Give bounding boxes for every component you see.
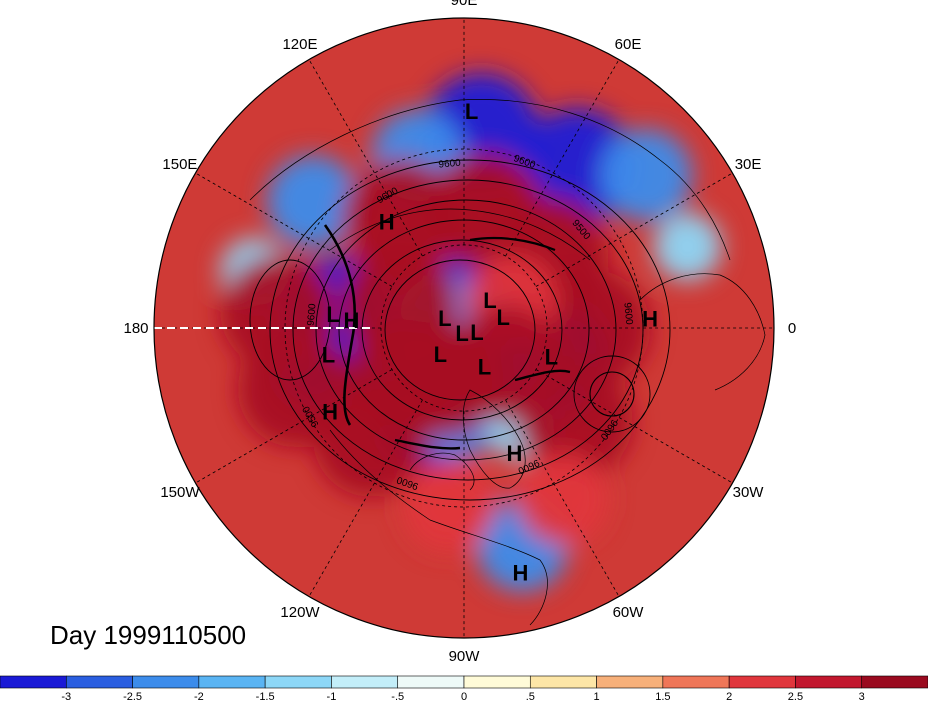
day-label: Day 1999110500	[50, 620, 247, 650]
colorbar-swatch	[0, 675, 67, 689]
low-pressure-marker: L	[438, 306, 451, 331]
colorbar-tick-label: -2	[194, 691, 204, 702]
meridian-line	[195, 172, 393, 287]
low-contour-atlantic-inner	[589, 371, 635, 417]
longitude-label: 150W	[160, 484, 200, 501]
longitude-label: 30W	[733, 484, 765, 501]
colorbar-tick-label: 0	[461, 691, 467, 702]
jet-contour-north	[469, 236, 556, 252]
longitude-label: 150E	[162, 156, 197, 173]
greenland-outline	[462, 389, 526, 489]
colorbar-tick-label: .5	[526, 691, 535, 702]
colorbar-swatch	[728, 675, 796, 689]
colorbar-tick-label: -.5	[391, 691, 404, 702]
colorbar-swatch	[132, 675, 200, 689]
siberia-outline	[329, 208, 591, 261]
jet-contour-east	[514, 369, 571, 382]
longitude-label: 90W	[449, 648, 481, 665]
map-boundary	[153, 17, 775, 639]
low-pressure-marker: L	[545, 344, 558, 369]
low-pressure-marker: L	[497, 305, 510, 330]
contour-3	[315, 199, 617, 461]
colorbar-swatch	[65, 675, 133, 689]
high-pressure-marker: H	[642, 306, 658, 331]
colorbar-swatch	[795, 675, 863, 689]
longitude-label: 90E	[451, 0, 478, 9]
longitude-label: 30E	[735, 156, 762, 173]
contour-label: 9600	[438, 158, 462, 171]
low-pressure-marker: L	[465, 99, 478, 124]
colorbar-swatch	[861, 675, 928, 689]
colorbar-swatch	[198, 675, 266, 689]
colorbar-tick-label: 3	[859, 691, 865, 702]
colorbar-tick-label: -2.5	[123, 691, 142, 702]
colorbar-tick-label: -1	[327, 691, 337, 702]
low-pressure-marker: L	[455, 321, 468, 346]
longitude-label: 60W	[613, 604, 645, 621]
colorbar-swatch	[662, 675, 730, 689]
longitude-label: 180	[123, 320, 148, 337]
high-pressure-marker: H	[513, 561, 529, 586]
colorbar-tick-label: 1.5	[655, 691, 670, 702]
high-pressure-marker: H	[379, 210, 395, 235]
asia-outline	[249, 99, 731, 261]
high-pressure-marker: H	[322, 400, 338, 425]
anomaly-region-pos	[341, 158, 458, 275]
colorbar-tick-label: -1.5	[256, 691, 275, 702]
longitude-labels: 90E 60E 120E 30E 150E 0 180 30W 150W 60W 120W 90W	[123, 0, 796, 665]
anomaly-region-pos	[341, 246, 458, 363]
contour-6	[384, 259, 536, 401]
anomaly-region-neg	[653, 212, 722, 281]
low-contour-atlantic	[573, 355, 651, 433]
meridian-line	[308, 59, 423, 257]
colorbar-swatch	[397, 675, 465, 689]
meridian-line	[308, 399, 423, 597]
colorbar-swatch	[463, 675, 531, 689]
low-pressure-marker: L	[322, 342, 335, 367]
anomaly-region-neg	[266, 155, 359, 248]
europe-outline	[639, 273, 766, 391]
meridian-line	[505, 59, 620, 257]
colorbar-tick-label: 1	[594, 691, 600, 702]
latitude-circle	[284, 148, 644, 508]
colorbar-swatch	[264, 675, 332, 689]
anomaly-region-neg	[600, 129, 693, 222]
low-pressure-marker: L	[478, 354, 491, 379]
geopotential-contours	[249, 159, 671, 501]
meridian-line	[505, 399, 620, 597]
longitude-label: 0	[788, 320, 796, 337]
colorbar-swatch	[331, 675, 399, 689]
low-pressure-marker: L	[470, 320, 483, 345]
colorbar-tick-label: 2.5	[788, 691, 803, 702]
meridian-line	[535, 172, 733, 287]
low-pressure-marker: L	[326, 302, 339, 327]
colorbar-tick-label: 2	[726, 691, 732, 702]
low-pressure-marker: L	[483, 288, 496, 313]
colorbar-swatch	[596, 675, 664, 689]
low-contour-pacific	[249, 259, 331, 381]
meridian-line	[195, 369, 393, 484]
high-pressure-marker: H	[507, 441, 523, 466]
contour-5	[361, 239, 563, 421]
longitude-label: 60E	[615, 36, 642, 53]
jet-contour-west	[323, 224, 356, 426]
anomaly-region-pos	[220, 253, 337, 370]
low-pressure-marker: L	[434, 342, 447, 367]
contour-outer	[269, 159, 671, 501]
colorbar-swatch	[529, 675, 597, 689]
contour-label: 9600	[306, 303, 319, 327]
colorbar-tick-label: -3	[61, 691, 71, 702]
longitude-label: 120E	[282, 36, 317, 53]
longitude-label: 120W	[280, 604, 320, 621]
jet-contour-south	[394, 438, 461, 450]
colorbar: -3 -2.5 -2 -1.5 -1 -.5 0 .5 1 1.5 2 2.5 3	[0, 675, 928, 702]
meridian-line	[535, 369, 733, 484]
high-pressure-marker: H	[343, 308, 359, 333]
contour-label: 9600	[621, 302, 634, 326]
graticule	[154, 18, 774, 638]
land-outlines	[249, 99, 766, 626]
